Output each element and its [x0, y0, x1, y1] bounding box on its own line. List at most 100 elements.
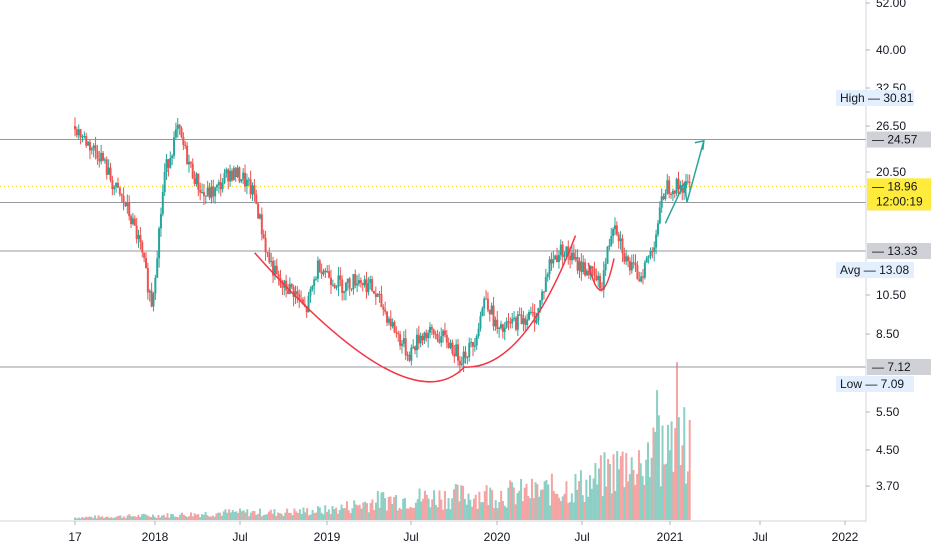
candle-body: [324, 270, 327, 273]
candle-body: [376, 293, 379, 297]
volume-bar: [146, 515, 149, 520]
projection-arrow: [664, 140, 705, 224]
volume-bar: [326, 511, 329, 520]
candle-body: [514, 317, 517, 330]
time-tick-label: Jul: [574, 530, 589, 544]
candle-body: [468, 343, 471, 358]
volume-bar: [287, 512, 290, 520]
volume-bar: [338, 509, 341, 520]
candle-body: [189, 161, 192, 164]
candle-body: [311, 286, 314, 290]
candle-body: [460, 363, 463, 366]
volume-bar: [627, 481, 630, 520]
volume-bar: [179, 514, 182, 520]
volume-bar: [668, 450, 671, 520]
candle-body: [266, 252, 269, 254]
candle-body: [567, 246, 570, 256]
candle-body: [195, 173, 198, 184]
candle-body: [389, 318, 392, 327]
volume-bar: [581, 495, 584, 520]
candle-body: [212, 186, 215, 197]
volume-bar: [349, 513, 352, 520]
candle-body: [272, 261, 275, 276]
volume-bar: [617, 469, 620, 520]
volume-bar: [422, 498, 425, 520]
volume-bar: [202, 514, 205, 520]
candle-body: [146, 268, 149, 293]
volume-bar: [567, 503, 570, 520]
candle-body: [187, 161, 190, 165]
volume-bar: [628, 474, 631, 520]
volume-bar: [231, 510, 234, 520]
candle-body: [257, 203, 260, 219]
volume-bar: [683, 407, 686, 520]
volume-bar: [429, 507, 432, 520]
candle-body: [369, 279, 372, 284]
candle-body: [483, 298, 486, 309]
volume-bar: [443, 491, 446, 520]
volume-bar: [596, 484, 599, 520]
volume-bar: [610, 493, 613, 520]
candle-body: [556, 255, 559, 263]
candle-body: [417, 334, 420, 344]
candle-body: [193, 178, 196, 184]
volume-bar: [384, 498, 387, 520]
candle-body: [471, 342, 474, 347]
candle-body: [264, 237, 267, 253]
volume-bar: [650, 457, 653, 520]
candle-body: [535, 319, 538, 323]
candle-body: [285, 280, 288, 291]
volume-bar: [219, 512, 222, 520]
candle-body: [595, 275, 598, 281]
candle-body: [649, 251, 652, 257]
volume-bar: [516, 493, 519, 520]
candle-body: [245, 179, 248, 187]
volume-bar: [193, 513, 196, 520]
candle-body: [344, 282, 347, 292]
volume-bar: [251, 511, 254, 520]
candle-body: [223, 173, 226, 183]
candle-body: [288, 284, 291, 294]
candle-body: [391, 322, 394, 327]
candle-body: [328, 271, 331, 278]
volume-bar: [603, 452, 606, 520]
volume-bar: [496, 508, 499, 520]
candle-body: [329, 277, 332, 285]
volume-bar: [311, 509, 314, 520]
volume-bar: [387, 496, 390, 520]
candle-body: [79, 129, 82, 138]
volume-bar: [576, 489, 579, 520]
candle-body: [397, 332, 400, 335]
volume-bar: [483, 491, 486, 520]
candle-body: [546, 274, 549, 278]
volume-bar: [405, 508, 408, 520]
volume-bar: [228, 509, 231, 520]
candle-body: [229, 170, 232, 182]
candle-body: [173, 137, 176, 156]
candle-body: [103, 159, 106, 161]
volume-bar: [665, 463, 668, 520]
volume-bar: [369, 503, 372, 520]
volume-bar: [235, 511, 238, 520]
volume-bar: [115, 516, 118, 520]
candle-body: [653, 247, 656, 252]
volume-bar: [130, 516, 133, 520]
candle-body: [290, 284, 293, 288]
volume-bar: [420, 501, 423, 520]
volume-bar: [84, 516, 87, 520]
volume-bar: [541, 489, 544, 520]
candle-body: [486, 298, 489, 310]
stat-label-bg: [836, 262, 914, 278]
volume-bar: [307, 515, 310, 520]
candle-body: [90, 148, 93, 151]
volume-bar: [676, 362, 679, 520]
time-tick-label: Jul: [232, 530, 247, 544]
price-tick-label: 26.50: [876, 119, 906, 133]
volume-bar: [239, 508, 242, 520]
volume-bar: [209, 516, 212, 520]
candle-body: [604, 263, 607, 271]
candle-body: [253, 185, 256, 195]
volume-bar: [175, 516, 178, 520]
